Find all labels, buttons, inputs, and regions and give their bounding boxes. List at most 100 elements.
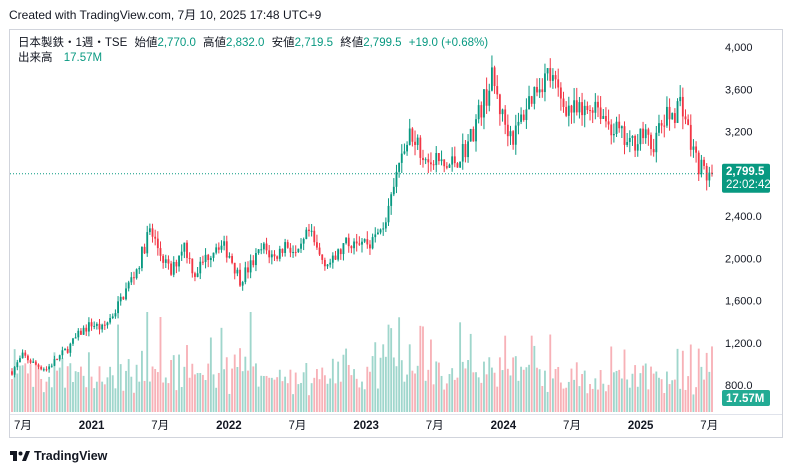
last-price-tag: 2,799.5 22:02:42 bbox=[722, 163, 771, 193]
candle-body bbox=[612, 133, 615, 136]
volume-bar bbox=[384, 356, 387, 412]
volume-bar bbox=[16, 373, 19, 412]
candle-body bbox=[95, 323, 98, 326]
candle-body bbox=[339, 249, 342, 255]
candle-body bbox=[284, 242, 287, 253]
volume-bar bbox=[703, 379, 705, 412]
volume-bar bbox=[589, 384, 591, 412]
volume-bar bbox=[612, 372, 615, 412]
candle-body bbox=[602, 115, 605, 119]
volume-bar bbox=[533, 345, 536, 412]
volume-bar bbox=[114, 388, 117, 412]
volume-bar bbox=[514, 356, 517, 412]
candle-body bbox=[363, 239, 366, 242]
volume-bar bbox=[109, 366, 112, 412]
volume-bar bbox=[475, 372, 477, 412]
volume-bar bbox=[692, 394, 695, 412]
candle-body bbox=[456, 163, 459, 168]
candle-body bbox=[72, 338, 74, 344]
volume-bar bbox=[408, 344, 411, 412]
volume-bar bbox=[398, 317, 401, 412]
candle-body bbox=[114, 313, 117, 317]
price-axis[interactable]: 4,0003,6003,2002,800.02,400.02,000.01,60… bbox=[725, 42, 762, 392]
candle-body bbox=[270, 254, 273, 258]
candle-body bbox=[21, 352, 24, 359]
candle-body bbox=[98, 323, 101, 330]
volume-bar bbox=[24, 363, 27, 412]
candle-body bbox=[475, 119, 477, 142]
candle-body bbox=[551, 75, 554, 81]
volume-bar bbox=[618, 369, 621, 412]
candle-body bbox=[326, 264, 329, 267]
candle-body bbox=[16, 362, 19, 368]
volume-bar bbox=[639, 373, 642, 412]
volume-bar bbox=[597, 389, 599, 412]
candle-body bbox=[366, 239, 369, 245]
volume-bar bbox=[451, 368, 454, 412]
volume-bar bbox=[705, 352, 708, 412]
candle-body bbox=[34, 361, 37, 365]
candle-body bbox=[448, 164, 451, 168]
volume-tag: 17.57M bbox=[722, 390, 770, 406]
candle-body bbox=[453, 156, 456, 164]
volume-bar bbox=[485, 374, 488, 412]
volume-bar bbox=[130, 376, 133, 412]
volume-bar bbox=[276, 377, 279, 412]
candle-body bbox=[671, 113, 674, 120]
candle-body bbox=[308, 229, 310, 232]
candle-body bbox=[557, 79, 560, 88]
candle-body bbox=[260, 249, 263, 251]
volume-bar bbox=[72, 381, 74, 412]
volume-bar bbox=[146, 312, 149, 412]
candle-body bbox=[565, 106, 568, 116]
candle-body bbox=[430, 162, 432, 165]
candle-body bbox=[281, 248, 284, 253]
candle-body bbox=[329, 262, 332, 265]
volume-bar bbox=[570, 368, 573, 412]
volume-bar bbox=[371, 356, 374, 412]
candle-body bbox=[687, 119, 690, 125]
candle-body bbox=[265, 243, 268, 251]
time-tick-label: 2024 bbox=[491, 420, 517, 432]
volume-bar bbox=[443, 389, 446, 412]
candle-body bbox=[695, 146, 698, 153]
candle-body bbox=[199, 261, 202, 274]
candle-body bbox=[191, 258, 194, 274]
candle-body bbox=[85, 327, 88, 332]
candle-body bbox=[257, 249, 260, 254]
candle-body bbox=[146, 232, 149, 254]
candle-body bbox=[655, 132, 658, 153]
volume-bar bbox=[310, 383, 313, 412]
volume-bar bbox=[345, 348, 348, 412]
candle-body bbox=[156, 238, 159, 249]
volume-bar bbox=[194, 374, 196, 412]
volume-bar bbox=[162, 382, 165, 412]
volume-bar bbox=[530, 335, 533, 412]
volume-bar bbox=[103, 384, 106, 412]
chart-frame[interactable] bbox=[9, 29, 783, 438]
volume-bar bbox=[143, 380, 146, 412]
volume-bar bbox=[464, 368, 467, 412]
candle-body bbox=[302, 239, 305, 244]
candle-body bbox=[167, 259, 170, 264]
candle-body bbox=[66, 348, 69, 353]
volume-bar bbox=[331, 358, 334, 412]
volume-bar bbox=[252, 366, 255, 412]
candle-body bbox=[170, 263, 173, 275]
candle-body bbox=[443, 159, 446, 167]
candle-body bbox=[268, 250, 271, 258]
candle-body bbox=[676, 101, 679, 123]
volume-bar bbox=[366, 366, 369, 412]
volume-bar bbox=[358, 387, 361, 412]
candle-body bbox=[178, 255, 180, 267]
candle-body bbox=[236, 269, 239, 274]
candle-body bbox=[180, 251, 183, 256]
time-axis[interactable]: 7月 2021 7月 2022 7月 2023 7月 2024 7月 2025 7月 bbox=[14, 420, 718, 432]
volume-bar bbox=[318, 379, 321, 412]
candle-body bbox=[559, 87, 562, 99]
candle-body bbox=[668, 106, 671, 120]
volume-bar bbox=[400, 360, 403, 412]
candle-body bbox=[665, 106, 668, 126]
candle-body bbox=[80, 330, 82, 335]
